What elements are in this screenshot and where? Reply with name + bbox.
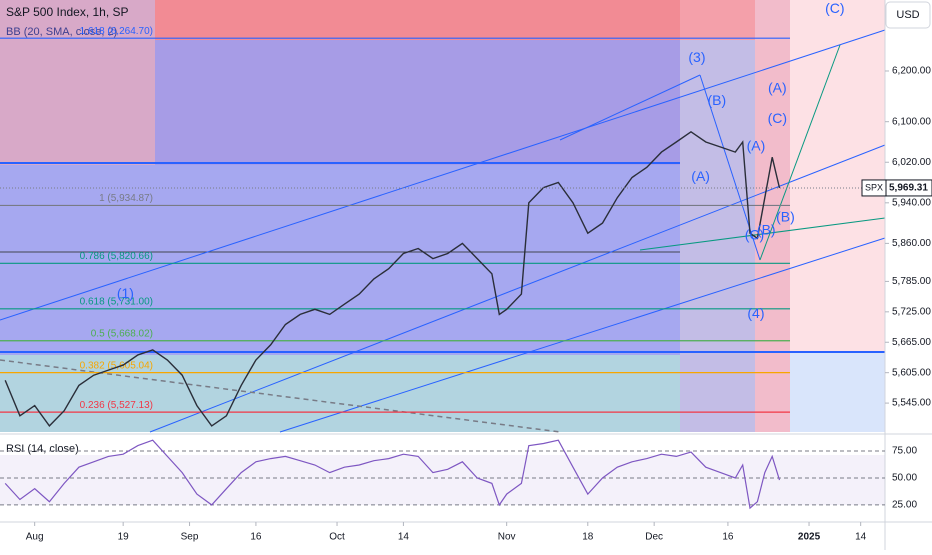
fib-label: 0.786 (5,820.66) — [80, 251, 153, 262]
y-tick-label: 5,545.00 — [892, 398, 931, 409]
wave-label: (B) — [776, 209, 795, 225]
x-tick-label: Aug — [26, 532, 44, 543]
rsi-tick-label: 25.00 — [892, 500, 917, 511]
wave-label: (A) — [691, 168, 710, 184]
x-tick-label: 19 — [118, 532, 130, 543]
x-tick-label: Nov — [498, 532, 516, 543]
y-tick-label: 5,605.00 — [892, 367, 931, 378]
wave-label: (A) — [747, 138, 766, 154]
zone — [0, 0, 155, 165]
trend-line — [0, 359, 561, 433]
fib-label: 0.236 (5,527.13) — [80, 400, 153, 411]
x-tick-label: 16 — [250, 532, 262, 543]
x-tick-label: 18 — [582, 532, 594, 543]
zone — [155, 40, 680, 165]
x-tick-label: 16 — [722, 532, 734, 543]
x-tick-label: 14 — [855, 532, 867, 543]
rsi-tick-label: 50.00 — [892, 473, 917, 484]
y-tick-label: 6,020.00 — [892, 157, 931, 168]
zone — [790, 352, 885, 432]
y-tick-label: 5,665.00 — [892, 337, 931, 348]
y-tick-label: 6,200.00 — [892, 66, 931, 77]
wave-label: (A) — [768, 79, 787, 95]
wave-label: (3) — [688, 49, 705, 65]
last-price-label: 5,969.31 — [889, 183, 928, 194]
trend-line — [759, 44, 841, 261]
trend-line — [639, 217, 886, 251]
fib-label: 1.618 (6,264.70) — [80, 26, 153, 37]
wave-label: (C) — [825, 0, 844, 16]
background-zones — [0, 0, 886, 433]
trend-line — [559, 74, 701, 141]
rsi-tick-label: 75.00 — [892, 446, 917, 457]
zone — [680, 40, 755, 432]
y-tick-label: 5,940.00 — [892, 197, 931, 208]
x-tick-label: 2025 — [798, 532, 821, 543]
fib-label: 0.382 (5,605.04) — [80, 360, 153, 371]
y-tick-label: 5,785.00 — [892, 276, 931, 287]
y-tick-label: 6,100.00 — [892, 116, 931, 127]
wave-label: (C) — [768, 110, 787, 126]
last-price-tag — [885, 179, 932, 197]
x-tick-label: Oct — [329, 532, 345, 543]
currency-button[interactable] — [885, 1, 931, 29]
x-tick-label: Sep — [181, 532, 199, 543]
symbol-label: SPX — [865, 182, 883, 192]
rsi-line — [4, 439, 781, 510]
fib-label: 0.618 (5,731.00) — [80, 296, 153, 307]
currency[interactable]: USD — [896, 9, 919, 21]
fib-label: 1 (5,934.87) — [99, 193, 153, 204]
trend-line — [149, 144, 886, 433]
y-tick-label: 5,860.00 — [892, 238, 931, 249]
wave-label: (1) — [117, 285, 134, 301]
wave-label: (B) — [757, 221, 776, 237]
y-tick-label: 5,725.00 — [892, 306, 931, 317]
trend-line — [0, 29, 886, 321]
wave-label: (4) — [747, 305, 764, 321]
wave-label: (C) — [745, 226, 764, 242]
trend-line — [279, 237, 886, 433]
x-tick-label: Dec — [645, 532, 663, 543]
indicator-label: BB (20, SMA, close, 2) — [6, 26, 117, 38]
zone — [0, 165, 680, 355]
price-line — [4, 130, 781, 427]
wave-label: (B) — [708, 92, 727, 108]
x-tick-label: 14 — [398, 532, 410, 543]
rsi-title: RSI (14, close) — [6, 443, 79, 455]
fib-label: 0.5 (5,668.02) — [91, 328, 153, 339]
zone — [155, 0, 680, 40]
chart-title: S&P 500 Index, 1h, SP — [6, 5, 129, 19]
zone — [680, 0, 755, 40]
rsi-band — [0, 455, 885, 505]
